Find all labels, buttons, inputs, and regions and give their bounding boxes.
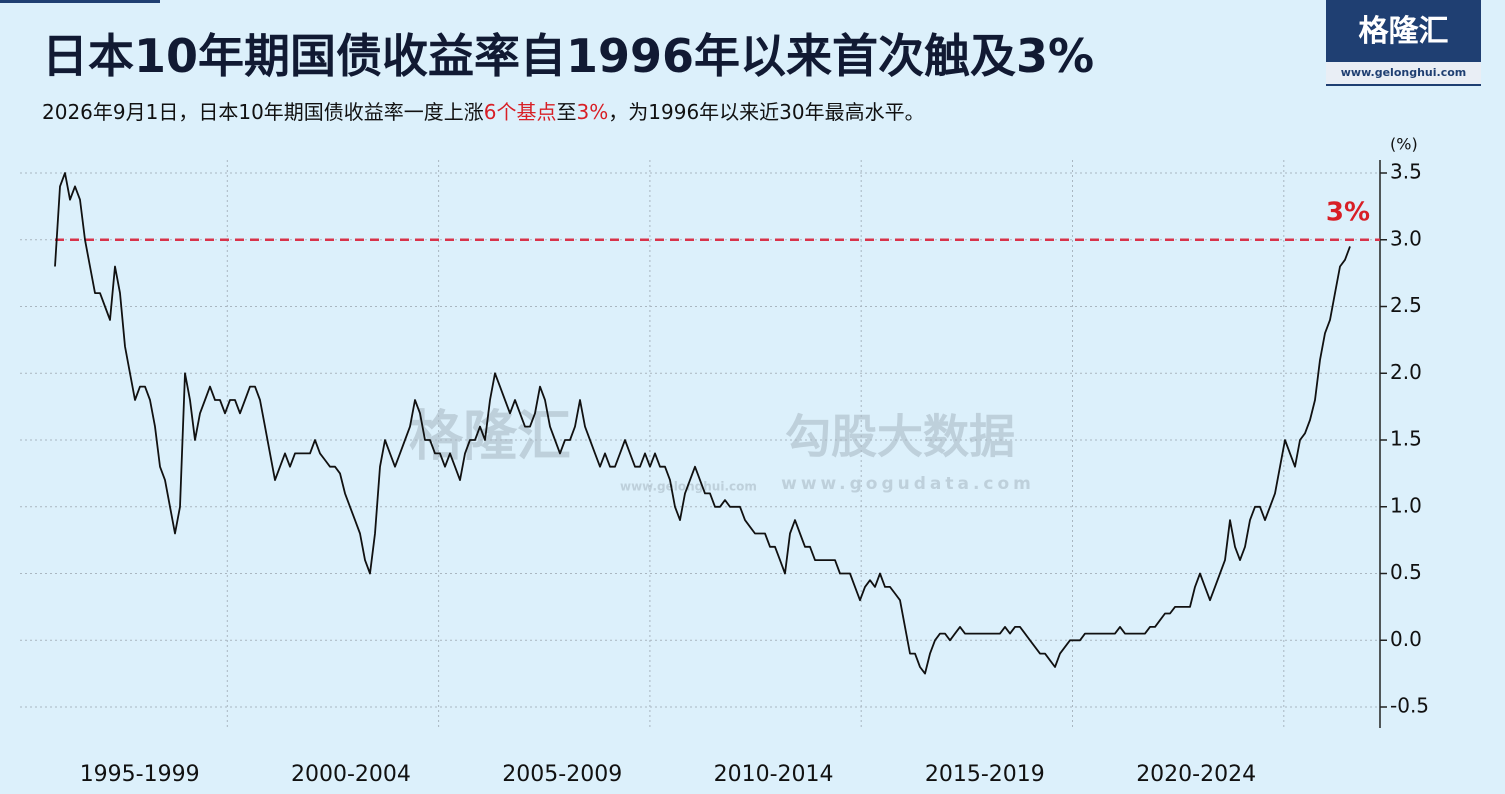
y-tick-label: 0.5 (1390, 560, 1422, 584)
y-tick-label: 3.0 (1390, 226, 1422, 250)
logo: 格隆汇 www.gelonghui.com (1326, 0, 1481, 86)
logo-name: 格隆汇 (1358, 14, 1449, 49)
chart-subtitle: 2026年9月1日，日本10年期国债收益率一度上涨6个基点至3%，为1996年以… (42, 96, 925, 125)
x-band-label: 2015-2019 (925, 762, 1045, 787)
logo-url: www.gelonghui.com (1326, 62, 1481, 84)
watermark: 勾股大数据 (785, 410, 1015, 464)
y-tick-label: 0.0 (1390, 627, 1422, 651)
x-band-label: 2000-2004 (291, 762, 411, 787)
subtitle-part: ，为1996年以来近30年最高水平。 (608, 100, 925, 124)
y-tick-label: 1.5 (1390, 427, 1422, 451)
top-bar (0, 0, 160, 3)
y-unit: (%) (1390, 135, 1418, 154)
line-series (54, 172, 1351, 675)
x-band-label: 2010-2014 (714, 762, 834, 787)
y-tick-label: 2.0 (1390, 360, 1422, 384)
y-tick-label: -0.5 (1390, 694, 1429, 718)
subtitle-part: 2026年9月1日，日本10年期国债收益率一度上涨 (42, 100, 484, 124)
subtitle-part: 3% (576, 100, 609, 124)
y-tick-label: 3.5 (1390, 160, 1422, 184)
reference-label: 3% (1326, 197, 1370, 227)
watermark: www.gogudata.com (781, 474, 1035, 494)
subtitle-part: 6个基点 (483, 100, 557, 124)
y-tick-label: 1.0 (1390, 493, 1422, 517)
x-band-label: 2020-2024 (1136, 762, 1256, 787)
subtitle-part: 至 (556, 100, 577, 124)
y-tick-label: 2.5 (1390, 293, 1422, 317)
x-band-label: 1995-1999 (80, 762, 200, 787)
chart-title: 日本10年期国债收益率自1996年以来首次触及3% (42, 29, 1095, 83)
watermark: 格隆汇 (409, 405, 571, 468)
x-band-label: 2005-2009 (502, 762, 622, 787)
